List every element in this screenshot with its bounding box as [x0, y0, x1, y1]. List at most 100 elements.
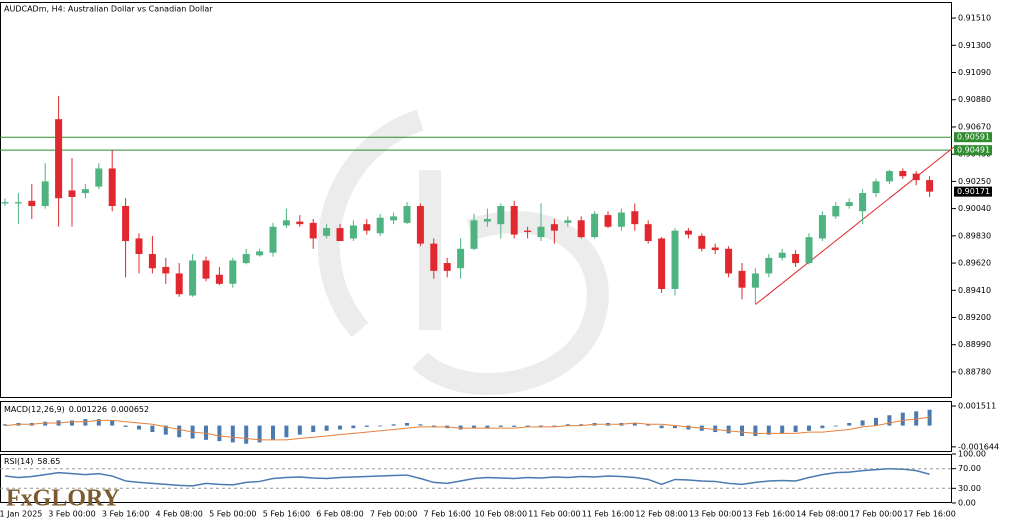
watermark [317, 109, 609, 395]
macd-bar [257, 425, 262, 443]
logo: FxGLORY [6, 486, 120, 512]
candle-body [81, 189, 89, 194]
macd-bar [338, 425, 342, 430]
macd-bar [512, 425, 517, 427]
macd-bar [740, 425, 744, 436]
macd-bar [632, 423, 637, 426]
macd-bar [431, 425, 436, 427]
level-badge [954, 132, 992, 143]
candle-body [537, 226, 545, 238]
macd-bar [378, 425, 383, 427]
candle-body [122, 206, 130, 242]
candle-body [792, 253, 800, 264]
header-part: 0.001226 [69, 405, 107, 414]
y-tick-label: 0.88780 [958, 367, 991, 376]
candle-body [671, 230, 679, 289]
candle-body [818, 215, 826, 239]
macd-bar [659, 425, 664, 429]
y-tick-label: 0.89200 [958, 313, 991, 322]
watermark-arc [317, 109, 424, 338]
candle-body [684, 230, 692, 235]
macd-bar [900, 412, 905, 426]
x-tick-label: 7 Feb 16:00 [423, 510, 470, 519]
macd-bar [177, 425, 182, 438]
candle-body [698, 235, 706, 249]
candle-body [765, 257, 773, 274]
x-tick-label: 14 Feb 08:00 [796, 510, 848, 519]
candle-body [926, 180, 934, 192]
panel-frame [0, 2, 952, 398]
candle-body [564, 220, 572, 223]
macd-bar [458, 425, 463, 430]
y-tick-label: 70.00 [958, 464, 981, 473]
y-tick-label: 0.88990 [958, 340, 991, 349]
x-tick-label: 13 Feb 16:00 [743, 510, 795, 519]
candle-body [778, 252, 786, 258]
candle-body [430, 243, 438, 271]
candle-body [376, 217, 384, 234]
macd-bar [83, 419, 88, 426]
y-tick-label: 0.89410 [958, 286, 991, 295]
macd-bar [271, 425, 275, 440]
y-tick-label: 0.91510 [958, 14, 991, 23]
y-tick-label: 0.91090 [958, 68, 991, 77]
macd-bar [230, 425, 235, 443]
candle-body [725, 248, 733, 274]
macd-bar [552, 425, 557, 427]
watermark-arc [412, 211, 609, 395]
macd-bar [297, 425, 302, 435]
candle-body [282, 220, 290, 226]
candle-body [390, 216, 398, 221]
y-tick-label: 0.90880 [958, 95, 991, 104]
candle-body [738, 270, 746, 288]
candle-body [148, 253, 156, 269]
macd-bar [96, 419, 101, 426]
signal-line [4, 416, 930, 441]
candle-body [416, 206, 424, 244]
candle-body [242, 253, 250, 264]
macd-bar [244, 425, 249, 444]
price-badge [954, 186, 992, 197]
candle-body [55, 119, 63, 199]
candle-body [443, 263, 451, 271]
candle-body [229, 260, 237, 284]
y-tick-label: -0.001644 [958, 442, 999, 451]
macd-bar [485, 425, 490, 429]
macd-bar [391, 424, 396, 426]
macd-bar [137, 425, 141, 430]
macd-bar [780, 425, 785, 434]
candle-body [483, 218, 491, 222]
candle-body [591, 213, 599, 238]
candle-body [604, 215, 612, 227]
candle-body [885, 171, 893, 182]
y-tick-label: 0.90040 [958, 204, 991, 213]
x-tick-label: 6 Feb 08:00 [316, 510, 363, 519]
macd-bar [914, 411, 919, 426]
macd-bar [405, 423, 409, 426]
header-part: 0.000652 [111, 405, 149, 414]
candle-body [336, 228, 344, 242]
macd-bar [847, 423, 852, 426]
x-tick-label: 7 Feb 00:00 [370, 510, 417, 519]
x-tick-label: 13 Feb 00:00 [689, 510, 741, 519]
macd-bar [860, 420, 865, 426]
macd-bar [673, 425, 677, 429]
candle-body [899, 171, 907, 177]
candle-body [175, 273, 183, 295]
macd-bar [43, 421, 48, 426]
macd-bar [565, 424, 570, 426]
trendline [755, 144, 957, 305]
macd-bar [887, 415, 892, 426]
y-tick-label: 0.90670 [958, 122, 991, 131]
macd-bar [833, 425, 838, 427]
candle-body [41, 181, 49, 207]
macd-bar [753, 425, 758, 436]
x-tick-label: 31 Jan 2025 [0, 510, 42, 519]
panel-frame [0, 401, 952, 452]
y-tick-label: 100.00 [958, 450, 986, 459]
panel-frame [0, 454, 952, 503]
candle-body [510, 206, 518, 235]
indicator-header: RSI(14) 58.65 [4, 457, 60, 466]
